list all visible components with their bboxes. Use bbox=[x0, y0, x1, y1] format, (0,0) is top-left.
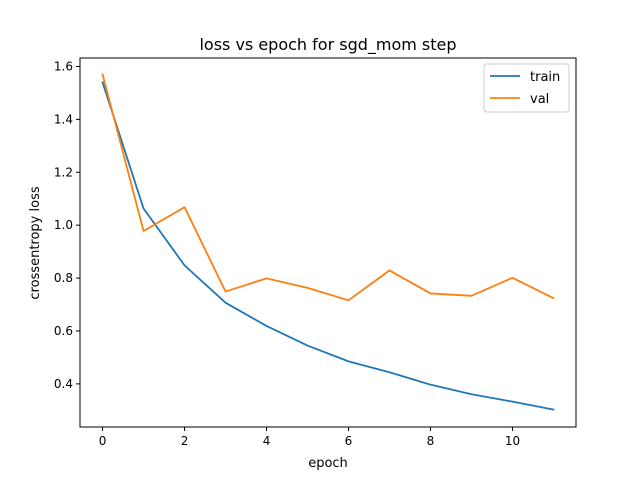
legend-train-label: train bbox=[530, 70, 560, 85]
x-axis-ticks: 0 2 4 6 8 10 bbox=[99, 427, 520, 448]
y-tick-label: 0.8 bbox=[54, 271, 73, 285]
series-line-train bbox=[101, 81, 555, 411]
x-axis-label: epoch bbox=[308, 456, 348, 471]
x-tick-label: 6 bbox=[345, 434, 353, 448]
x-tick-label: 8 bbox=[427, 434, 435, 448]
x-tick-label: 2 bbox=[181, 434, 189, 448]
axes-frame bbox=[79, 57, 577, 428]
x-tick-label: 10 bbox=[505, 434, 520, 448]
chart-title: loss vs epoch for sgd_mom step bbox=[199, 35, 456, 55]
y-tick-label: 0.6 bbox=[54, 324, 73, 338]
x-tick-label: 0 bbox=[99, 434, 107, 448]
series-line-val bbox=[101, 73, 555, 302]
legend: train val bbox=[483, 63, 570, 113]
y-tick-label: 1.6 bbox=[54, 59, 73, 73]
series-lines bbox=[101, 73, 555, 411]
y-tick-label: 1.2 bbox=[54, 165, 73, 179]
y-tick-label: 0.4 bbox=[54, 377, 73, 391]
plot-area bbox=[79, 57, 577, 428]
y-tick-label: 1.4 bbox=[54, 112, 73, 126]
x-tick-label: 4 bbox=[263, 434, 271, 448]
y-axis-label: crossentropy loss bbox=[28, 186, 43, 299]
y-tick-label: 1.0 bbox=[54, 218, 73, 232]
legend-val-label: val bbox=[530, 92, 549, 107]
y-axis-ticks: 0.4 0.6 0.8 1.0 1.2 1.4 1.6 bbox=[54, 59, 80, 391]
